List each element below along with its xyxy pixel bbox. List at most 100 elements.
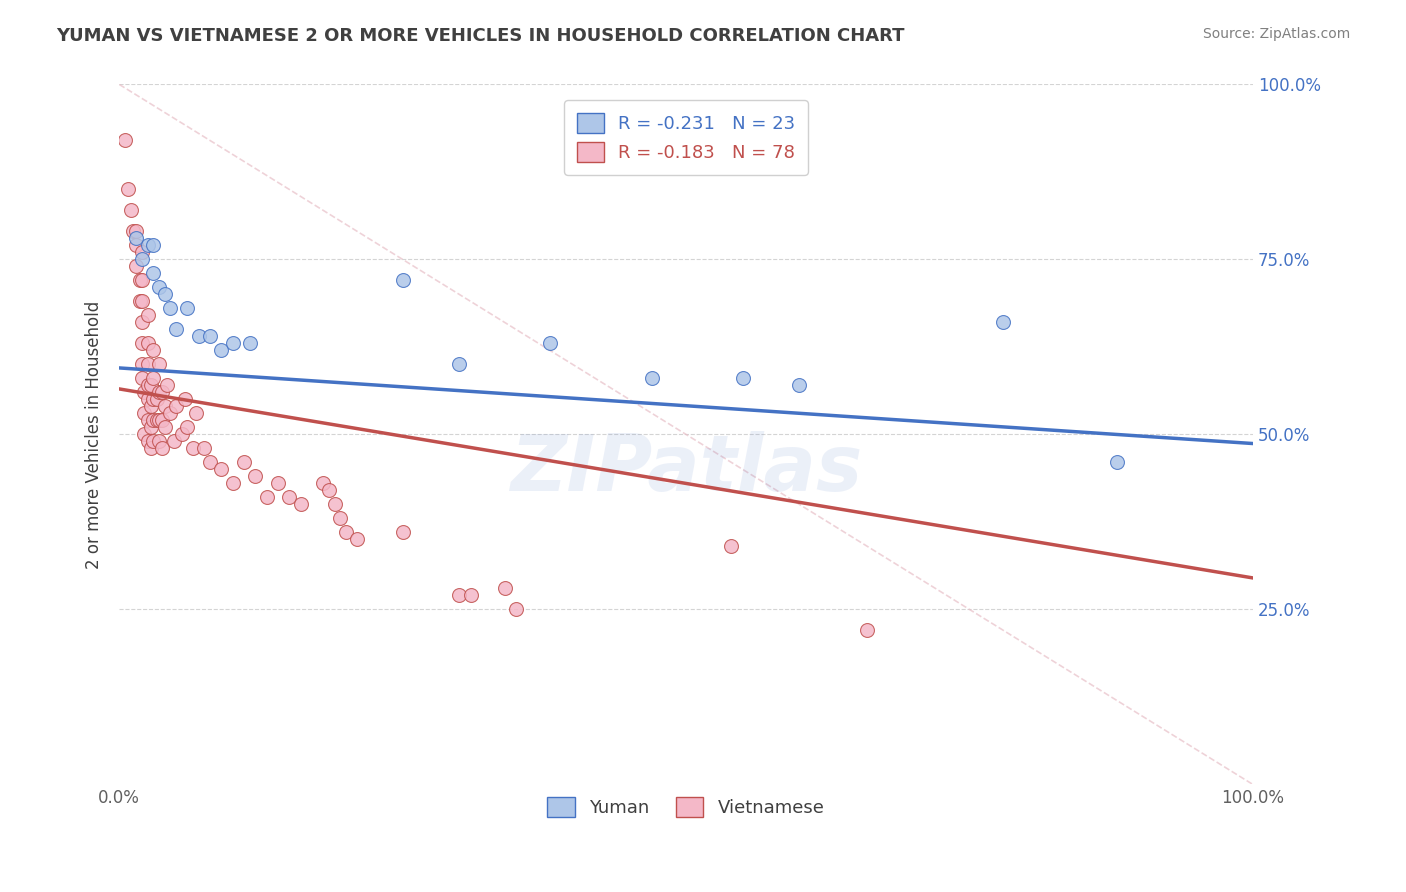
Y-axis label: 2 or more Vehicles in Household: 2 or more Vehicles in Household [86, 301, 103, 568]
Point [789, 378, 811, 392]
Point [391, 525, 413, 540]
Point [134, 427, 156, 442]
Point [856, 624, 879, 638]
Point [221, 476, 243, 491]
Point [165, 322, 187, 336]
Point [153, 400, 176, 414]
Point [131, 245, 153, 260]
Text: Source: ZipAtlas.com: Source: ZipAtlas.com [1202, 27, 1350, 41]
Point [145, 392, 167, 407]
Point [136, 309, 159, 323]
Point [209, 462, 232, 476]
Point [136, 336, 159, 351]
Point [329, 511, 352, 525]
Point [176, 420, 198, 434]
Point [193, 442, 215, 456]
Point [142, 413, 165, 427]
Point [148, 385, 170, 400]
Point [125, 238, 148, 252]
Point [460, 589, 482, 603]
Point [131, 336, 153, 351]
Point [163, 434, 186, 449]
Point [186, 406, 208, 420]
Point [120, 203, 142, 218]
Point [136, 413, 159, 427]
Point [150, 413, 173, 427]
Point [145, 413, 167, 427]
Point [125, 224, 148, 238]
Point [174, 392, 197, 407]
Point [318, 483, 340, 498]
Point [142, 392, 165, 407]
Point [136, 434, 159, 449]
Point [181, 442, 204, 456]
Point [148, 434, 170, 449]
Point [505, 602, 527, 616]
Point [136, 238, 159, 252]
Point [256, 491, 278, 505]
Point [278, 491, 301, 505]
Point [267, 476, 290, 491]
Point [142, 434, 165, 449]
Point [142, 267, 165, 281]
Point [346, 533, 368, 547]
Point [142, 343, 165, 358]
Point [136, 358, 159, 372]
Point [170, 427, 193, 442]
Point [136, 392, 159, 407]
Point [1105, 455, 1128, 469]
Point [233, 455, 256, 469]
Point [131, 273, 153, 287]
Point [153, 287, 176, 301]
Point [198, 329, 221, 343]
Point [139, 378, 162, 392]
Point [335, 525, 357, 540]
Point [134, 385, 156, 400]
Text: ZIPatlas: ZIPatlas [510, 432, 862, 508]
Point [245, 469, 267, 483]
Point [125, 260, 148, 274]
Point [731, 371, 754, 385]
Point [131, 252, 153, 267]
Point [176, 301, 198, 316]
Point [122, 224, 145, 238]
Point [131, 294, 153, 309]
Point [993, 315, 1015, 329]
Point [128, 294, 150, 309]
Point [150, 385, 173, 400]
Point [134, 406, 156, 420]
Point [148, 280, 170, 294]
Point [128, 273, 150, 287]
Point [221, 336, 243, 351]
Point [323, 498, 346, 512]
Point [148, 413, 170, 427]
Point [449, 589, 471, 603]
Point [131, 358, 153, 372]
Point [449, 358, 471, 372]
Point [538, 336, 561, 351]
Point [125, 231, 148, 245]
Point [641, 371, 664, 385]
Legend: Yuman, Vietnamese: Yuman, Vietnamese [540, 790, 832, 824]
Point [139, 400, 162, 414]
Point [156, 378, 179, 392]
Point [131, 315, 153, 329]
Point [187, 329, 209, 343]
Point [148, 358, 170, 372]
Point [142, 238, 165, 252]
Point [198, 455, 221, 469]
Point [494, 582, 516, 596]
Point [391, 273, 413, 287]
Point [159, 301, 181, 316]
Point [239, 336, 262, 351]
Text: YUMAN VS VIETNAMESE 2 OR MORE VEHICLES IN HOUSEHOLD CORRELATION CHART: YUMAN VS VIETNAMESE 2 OR MORE VEHICLES I… [56, 27, 904, 45]
Point [139, 442, 162, 456]
Point [290, 498, 312, 512]
Point [165, 400, 187, 414]
Point [159, 406, 181, 420]
Point [209, 343, 232, 358]
Point [131, 371, 153, 385]
Point [139, 420, 162, 434]
Point [142, 371, 165, 385]
Point [136, 378, 159, 392]
